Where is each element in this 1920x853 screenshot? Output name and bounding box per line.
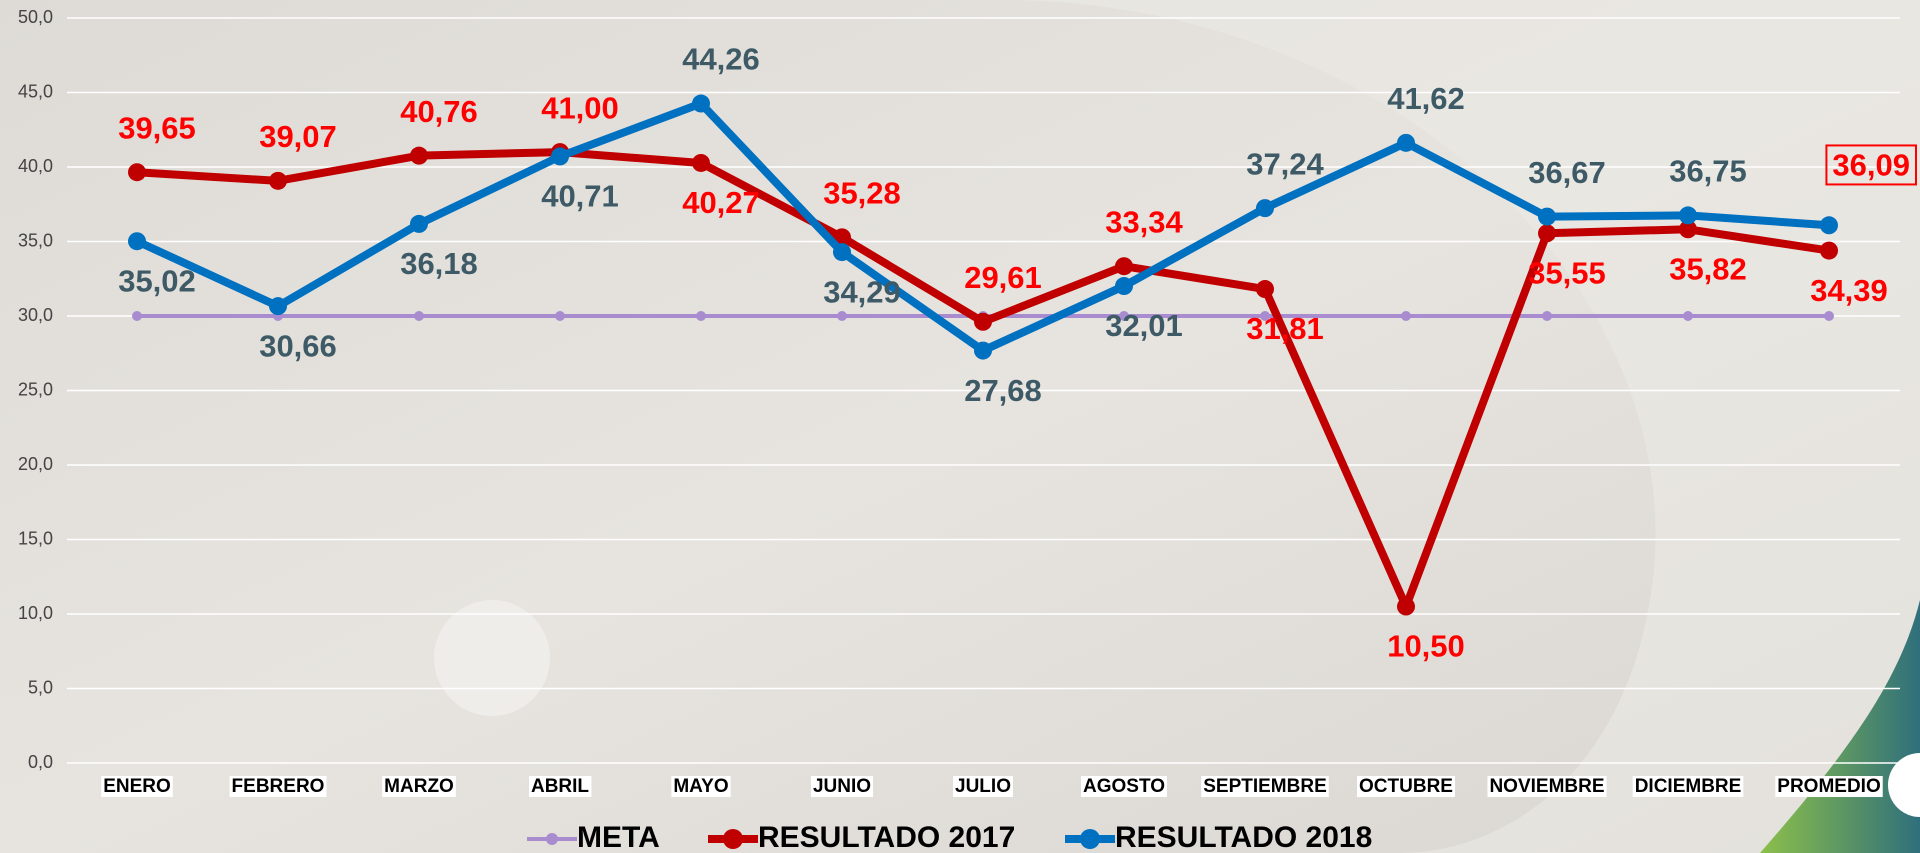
data-point	[1820, 242, 1838, 260]
y-tick-label: 15,0	[18, 528, 53, 548]
legend-label: RESULTADO 2018	[1115, 821, 1372, 853]
x-tick-label: NOVIEMBRE	[1489, 776, 1604, 797]
chart: 0,0 5,0 10,0 15,0 20,0 25,0 30,0 35,0 40,0 45,0 50…	[0, 0, 1920, 853]
data-label: 40,71	[541, 179, 619, 214]
legend-marker	[723, 829, 743, 849]
x-tick-label: DICIEMBRE	[1635, 776, 1742, 797]
y-tick-label: 45,0	[18, 81, 53, 101]
data-label: 30,66	[259, 328, 337, 363]
data-point	[1538, 224, 1556, 242]
data-label: 35,82	[1669, 251, 1747, 286]
data-label: 29,61	[964, 260, 1042, 295]
data-point	[1397, 134, 1415, 152]
data-point	[1397, 598, 1415, 616]
data-label: 36,75	[1669, 154, 1747, 189]
data-point	[974, 313, 992, 331]
data-point	[269, 172, 287, 190]
decor-circle	[434, 600, 550, 716]
data-point	[833, 243, 851, 261]
data-label: 37,24	[1246, 146, 1324, 181]
data-point	[1401, 311, 1411, 321]
data-label: 10,50	[1387, 629, 1465, 664]
x-tick-label: ENERO	[103, 776, 171, 797]
data-point	[410, 147, 428, 165]
x-tick-label: FEBRERO	[232, 776, 325, 797]
data-point	[1256, 280, 1274, 298]
data-point	[551, 147, 569, 165]
x-tick-label: JULIO	[955, 776, 1011, 797]
y-tick-label: 5,0	[28, 677, 53, 697]
legend-label: META	[577, 821, 660, 853]
data-label: 36,18	[400, 246, 478, 281]
x-tick-label: JUNIO	[813, 776, 871, 797]
legend-marker	[546, 833, 558, 845]
y-tick-label: 30,0	[18, 305, 53, 325]
data-label: 31,81	[1246, 311, 1324, 346]
data-point	[128, 163, 146, 181]
x-tick-label: ABRIL	[531, 776, 589, 797]
x-tick-label: MARZO	[384, 776, 454, 797]
data-label: 39,65	[118, 110, 196, 145]
data-label: 36,67	[1528, 155, 1606, 190]
data-point	[837, 311, 847, 321]
data-point	[1820, 216, 1838, 234]
data-label: 41,62	[1387, 81, 1465, 116]
data-point	[1115, 257, 1133, 275]
data-point	[692, 154, 710, 172]
data-point	[128, 232, 146, 250]
data-label: 27,68	[964, 373, 1042, 408]
x-tick-label: OCTUBRE	[1359, 776, 1453, 797]
legend: META RESULTADO 2017 RESULTADO 2018	[527, 821, 1372, 853]
x-tick-label: SEPTIEMBRE	[1203, 776, 1327, 797]
data-point	[696, 311, 706, 321]
data-point	[692, 95, 710, 113]
x-tick-label: PROMEDIO	[1777, 776, 1880, 797]
x-tick-label: MAYO	[673, 776, 728, 797]
data-label: 33,34	[1105, 204, 1183, 239]
data-label: 41,00	[541, 90, 619, 125]
y-tick-label: 0,0	[28, 752, 53, 772]
data-label: 34,29	[823, 274, 901, 309]
data-point	[555, 311, 565, 321]
data-label: 36,09	[1832, 147, 1910, 182]
data-label: 35,02	[118, 263, 196, 298]
data-point	[1538, 208, 1556, 226]
x-tick-label: AGOSTO	[1083, 776, 1165, 797]
data-point	[1256, 199, 1274, 217]
y-tick-label: 25,0	[18, 379, 53, 399]
y-tick-label: 10,0	[18, 603, 53, 623]
legend-label: RESULTADO 2017	[758, 821, 1015, 853]
data-label: 40,27	[682, 185, 760, 220]
y-tick-label: 35,0	[18, 230, 53, 250]
data-point	[414, 311, 424, 321]
data-point	[1824, 311, 1834, 321]
data-label: 35,55	[1528, 255, 1606, 290]
data-label: 32,01	[1105, 308, 1183, 343]
data-point	[132, 311, 142, 321]
data-label: 40,76	[400, 94, 478, 129]
data-label: 35,28	[823, 176, 901, 211]
y-tick-label: 40,0	[18, 156, 53, 176]
data-point	[1542, 311, 1552, 321]
data-point	[1683, 311, 1693, 321]
y-tick-label: 50,0	[18, 7, 53, 27]
data-point	[974, 342, 992, 360]
data-label: 44,26	[682, 42, 760, 77]
data-point	[1115, 277, 1133, 295]
y-tick-label: 20,0	[18, 454, 53, 474]
data-point	[269, 297, 287, 315]
data-label: 34,39	[1810, 273, 1888, 308]
data-label: 39,07	[259, 119, 337, 154]
data-point	[410, 215, 428, 233]
data-point	[1679, 206, 1697, 224]
legend-marker	[1080, 829, 1100, 849]
